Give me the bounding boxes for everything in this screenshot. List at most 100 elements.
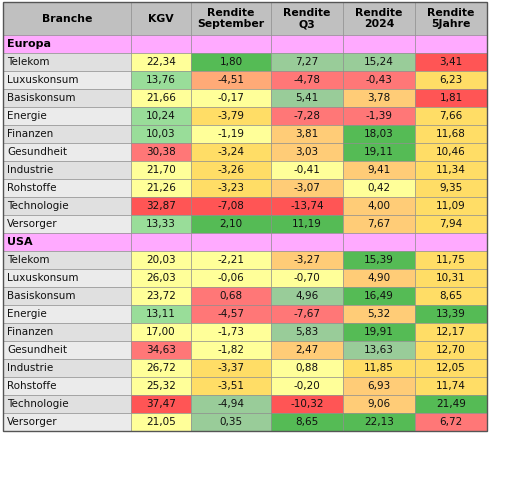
Text: -2,21: -2,21 [217, 255, 245, 265]
Text: 23,72: 23,72 [146, 291, 176, 301]
Bar [131, 107, 191, 125]
Text: -3,23: -3,23 [217, 183, 245, 193]
Text: 11,34: 11,34 [436, 165, 466, 175]
Bar [3, 215, 131, 233]
Bar [343, 71, 415, 89]
Text: 9,06: 9,06 [368, 399, 391, 409]
Text: Rendite
2024: Rendite 2024 [355, 8, 403, 29]
Bar [131, 377, 191, 395]
Bar [3, 233, 131, 251]
Text: 21,66: 21,66 [146, 93, 176, 103]
Text: 18,03: 18,03 [364, 129, 394, 139]
Text: Luxuskonsum: Luxuskonsum [7, 273, 78, 283]
Text: 0,35: 0,35 [219, 417, 242, 427]
Bar [191, 35, 271, 53]
Text: 6,93: 6,93 [367, 381, 391, 391]
Text: 11,68: 11,68 [436, 129, 466, 139]
Text: 37,47: 37,47 [146, 399, 176, 409]
Text: 21,49: 21,49 [436, 399, 466, 409]
Text: 10,31: 10,31 [436, 273, 466, 283]
Text: -3,79: -3,79 [217, 111, 245, 121]
Text: 6,72: 6,72 [439, 417, 463, 427]
Text: Luxuskonsum: Luxuskonsum [7, 75, 78, 85]
Bar [191, 215, 271, 233]
Bar [415, 143, 487, 161]
Bar [271, 53, 343, 71]
Text: Energie: Energie [7, 309, 47, 319]
Bar [3, 323, 131, 341]
Bar [343, 251, 415, 269]
Bar [343, 143, 415, 161]
Text: Versorger: Versorger [7, 219, 58, 229]
Text: Telekom: Telekom [7, 57, 49, 67]
Bar [3, 359, 131, 377]
Text: 3,81: 3,81 [296, 129, 319, 139]
Text: 0,42: 0,42 [368, 183, 391, 193]
Text: -3,37: -3,37 [217, 363, 245, 373]
Text: Rendite
September: Rendite September [197, 8, 265, 29]
Bar [191, 2, 271, 35]
Bar [191, 197, 271, 215]
Text: -1,73: -1,73 [217, 327, 245, 337]
Text: 13,76: 13,76 [146, 75, 176, 85]
Bar [415, 215, 487, 233]
Bar [271, 305, 343, 323]
Text: -0,43: -0,43 [366, 75, 392, 85]
Bar [131, 2, 191, 35]
Text: 17,00: 17,00 [146, 327, 176, 337]
Bar [343, 395, 415, 413]
Bar [131, 413, 191, 431]
Bar [343, 305, 415, 323]
Bar [131, 251, 191, 269]
Bar [3, 143, 131, 161]
Text: Finanzen: Finanzen [7, 327, 53, 337]
Text: 11,85: 11,85 [364, 363, 394, 373]
Bar [271, 2, 343, 35]
Bar [271, 269, 343, 287]
Bar [191, 53, 271, 71]
Bar [3, 179, 131, 197]
Bar [271, 233, 343, 251]
Bar [271, 287, 343, 305]
Bar [3, 71, 131, 89]
Bar [343, 89, 415, 107]
Text: 25,32: 25,32 [146, 381, 176, 391]
Bar [3, 161, 131, 179]
Text: -0,06: -0,06 [218, 273, 245, 283]
Bar [343, 215, 415, 233]
Bar [131, 323, 191, 341]
Bar [271, 71, 343, 89]
Bar [271, 89, 343, 107]
Bar [415, 71, 487, 89]
Bar [131, 269, 191, 287]
Bar [3, 305, 131, 323]
Text: Rohstoffe: Rohstoffe [7, 183, 56, 193]
Bar [3, 125, 131, 143]
Bar [131, 215, 191, 233]
Text: 13,11: 13,11 [146, 309, 176, 319]
Text: Technologie: Technologie [7, 201, 68, 211]
Bar [191, 323, 271, 341]
Text: -3,51: -3,51 [217, 381, 245, 391]
Bar [3, 377, 131, 395]
Bar [343, 197, 415, 215]
Text: -0,20: -0,20 [294, 381, 320, 391]
Text: 16,49: 16,49 [364, 291, 394, 301]
Bar [191, 71, 271, 89]
Text: -3,27: -3,27 [294, 255, 320, 265]
Bar [3, 287, 131, 305]
Bar [131, 233, 191, 251]
Bar [343, 161, 415, 179]
Bar [415, 53, 487, 71]
Text: 13,39: 13,39 [436, 309, 466, 319]
Bar [131, 287, 191, 305]
Bar [3, 53, 131, 71]
Bar [415, 341, 487, 359]
Bar [415, 251, 487, 269]
Text: -1,19: -1,19 [217, 129, 245, 139]
Bar [415, 2, 487, 35]
Bar [131, 143, 191, 161]
Bar [415, 359, 487, 377]
Text: 3,78: 3,78 [367, 93, 391, 103]
Bar [191, 89, 271, 107]
